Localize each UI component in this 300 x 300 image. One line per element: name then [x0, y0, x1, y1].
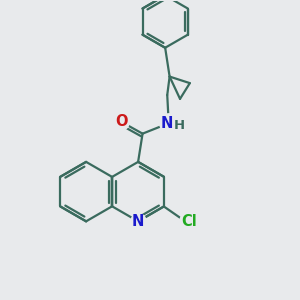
Text: H: H [174, 119, 185, 132]
Text: Cl: Cl [181, 214, 197, 229]
Text: N: N [161, 116, 173, 131]
Text: N: N [132, 214, 144, 229]
Text: O: O [115, 114, 128, 129]
